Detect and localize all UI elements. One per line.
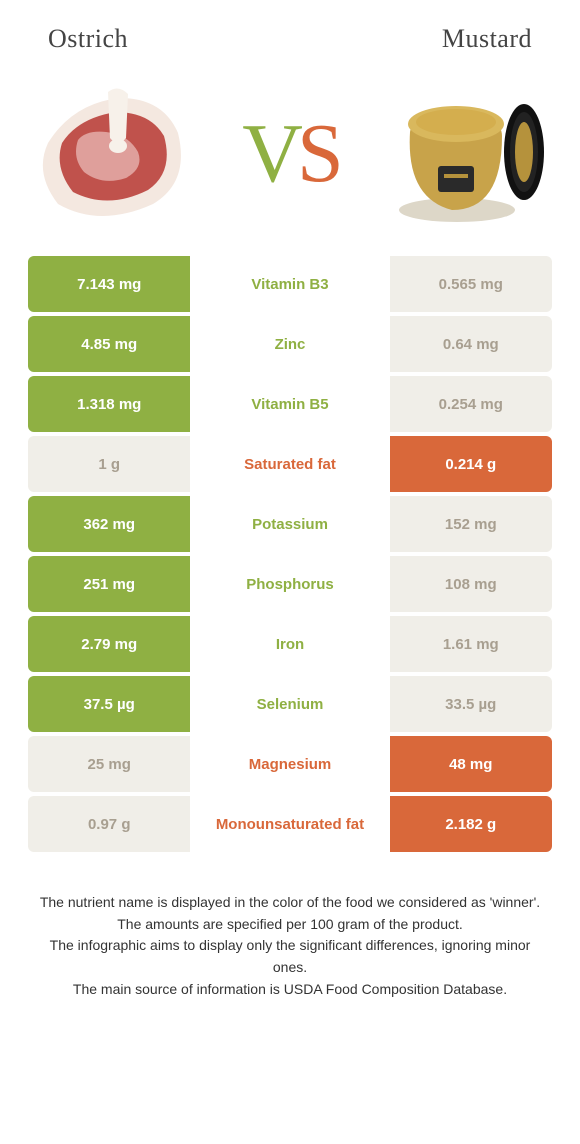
title-left: Ostrich <box>48 24 128 54</box>
cell-nutrient-label: Vitamin B5 <box>190 376 389 432</box>
vs-s: S <box>297 107 338 200</box>
cell-nutrient-label: Zinc <box>190 316 389 372</box>
vs-label: VS <box>242 105 337 202</box>
table-row: 1.318 mgVitamin B50.254 mg <box>28 376 552 432</box>
cell-right-value: 0.214 g <box>390 436 552 492</box>
image-left <box>28 78 198 228</box>
table-row: 1 gSaturated fat0.214 g <box>28 436 552 492</box>
cell-right-value: 0.254 mg <box>390 376 552 432</box>
table-row: 362 mgPotassium152 mg <box>28 496 552 552</box>
image-right <box>382 78 552 228</box>
cell-left-value: 251 mg <box>28 556 190 612</box>
cell-right-value: 152 mg <box>390 496 552 552</box>
cell-nutrient-label: Saturated fat <box>190 436 389 492</box>
cell-nutrient-label: Magnesium <box>190 736 389 792</box>
cell-right-value: 48 mg <box>390 736 552 792</box>
footer-line: The main source of information is USDA F… <box>38 979 542 1001</box>
cell-left-value: 1 g <box>28 436 190 492</box>
cell-nutrient-label: Selenium <box>190 676 389 732</box>
footer-line: The amounts are specified per 100 gram o… <box>38 914 542 936</box>
table-row: 251 mgPhosphorus108 mg <box>28 556 552 612</box>
cell-left-value: 4.85 mg <box>28 316 190 372</box>
cell-left-value: 37.5 µg <box>28 676 190 732</box>
cell-left-value: 1.318 mg <box>28 376 190 432</box>
cell-nutrient-label: Vitamin B3 <box>190 256 389 312</box>
footer-notes: The nutrient name is displayed in the co… <box>28 856 552 1000</box>
table-row: 25 mgMagnesium48 mg <box>28 736 552 792</box>
comparison-table: 7.143 mgVitamin B30.565 mg4.85 mgZinc0.6… <box>28 256 552 852</box>
table-row: 7.143 mgVitamin B30.565 mg <box>28 256 552 312</box>
cell-nutrient-label: Monounsaturated fat <box>190 796 389 852</box>
table-row: 0.97 gMonounsaturated fat2.182 g <box>28 796 552 852</box>
cell-right-value: 108 mg <box>390 556 552 612</box>
cell-left-value: 7.143 mg <box>28 256 190 312</box>
cell-nutrient-label: Iron <box>190 616 389 672</box>
vs-v: V <box>242 107 297 200</box>
cell-right-value: 2.182 g <box>390 796 552 852</box>
cell-left-value: 25 mg <box>28 736 190 792</box>
cell-left-value: 362 mg <box>28 496 190 552</box>
cell-right-value: 0.64 mg <box>390 316 552 372</box>
table-row: 4.85 mgZinc0.64 mg <box>28 316 552 372</box>
cell-right-value: 33.5 µg <box>390 676 552 732</box>
cell-left-value: 2.79 mg <box>28 616 190 672</box>
table-row: 2.79 mgIron1.61 mg <box>28 616 552 672</box>
title-right: Mustard <box>442 24 532 54</box>
cell-nutrient-label: Phosphorus <box>190 556 389 612</box>
image-row: VS <box>28 64 552 256</box>
footer-line: The infographic aims to display only the… <box>38 935 542 978</box>
table-row: 37.5 µgSelenium33.5 µg <box>28 676 552 732</box>
cell-right-value: 0.565 mg <box>390 256 552 312</box>
cell-nutrient-label: Potassium <box>190 496 389 552</box>
cell-right-value: 1.61 mg <box>390 616 552 672</box>
footer-line: The nutrient name is displayed in the co… <box>38 892 542 914</box>
cell-left-value: 0.97 g <box>28 796 190 852</box>
